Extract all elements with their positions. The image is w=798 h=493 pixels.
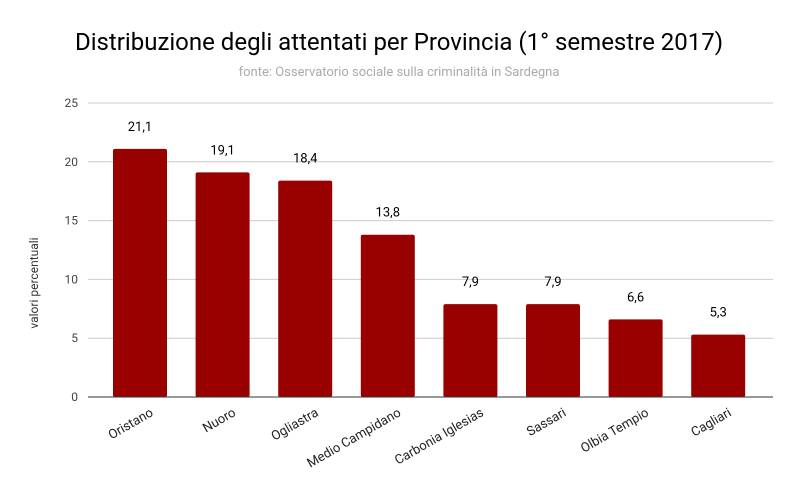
value-label: 7,9 <box>544 275 561 290</box>
y-axis-label: valori percentuali <box>27 237 41 328</box>
bar <box>526 304 580 397</box>
y-tick-label: 25 <box>65 96 79 110</box>
y-tick-label: 10 <box>65 272 79 286</box>
y-tick-label: 0 <box>71 390 78 404</box>
bar <box>691 334 746 397</box>
value-label: 7,9 <box>462 275 479 290</box>
bar <box>443 304 498 397</box>
value-label: 18,4 <box>293 152 318 167</box>
value-label: 13,8 <box>376 206 400 221</box>
y-tick-label: 15 <box>65 214 79 228</box>
value-label: 6,6 <box>627 290 644 305</box>
chart-subtitle: fonte: Osservatorio sociale sulla crimin… <box>239 65 560 80</box>
chart-title: Distribuzione degli attentati per Provin… <box>75 28 723 56</box>
bar <box>113 148 167 397</box>
y-tick-label: 5 <box>71 331 78 345</box>
bar <box>360 234 415 397</box>
value-label: 5,3 <box>710 306 727 321</box>
value-label: 21,1 <box>128 120 152 135</box>
bar <box>195 172 250 397</box>
bar <box>278 180 333 397</box>
y-tick-label: 20 <box>65 155 79 169</box>
value-label: 19,1 <box>210 143 234 158</box>
bar <box>608 319 663 397</box>
